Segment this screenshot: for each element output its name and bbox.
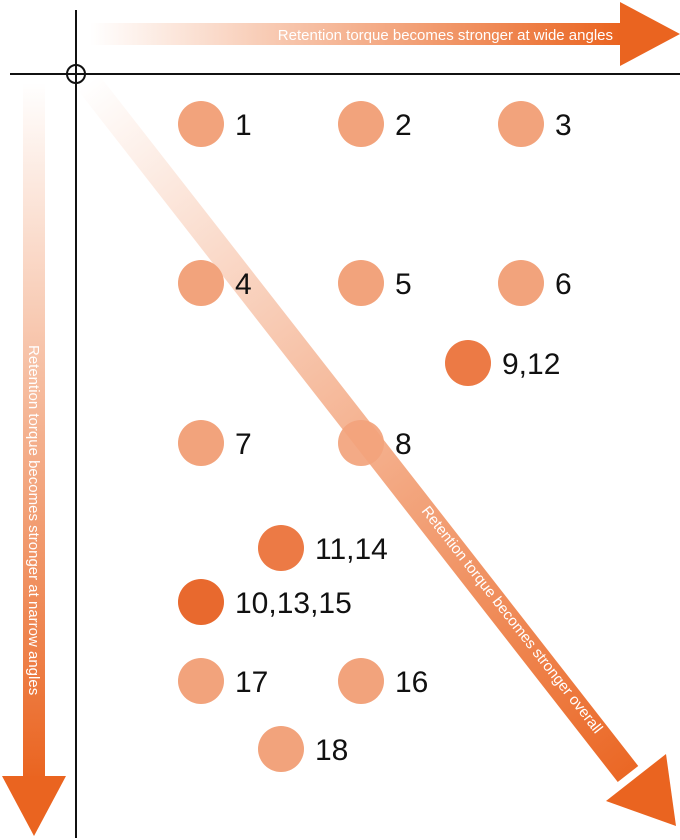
arrow-wide-angles: Retention torque becomes stronger at wid… <box>90 2 680 66</box>
point-marker <box>178 101 224 147</box>
point-label: 6 <box>555 268 572 301</box>
point-marker <box>338 658 384 704</box>
data-point: 1 <box>178 101 252 147</box>
point-marker <box>258 525 304 571</box>
origin-marker <box>66 64 86 84</box>
point-label: 7 <box>235 428 252 461</box>
data-point: 7 <box>178 420 252 466</box>
point-marker <box>178 260 224 306</box>
data-point: 6 <box>498 260 572 306</box>
data-point: 4 <box>178 260 252 306</box>
data-point: 18 <box>258 726 348 772</box>
point-label: 3 <box>555 109 572 142</box>
point-marker <box>258 726 304 772</box>
data-point: 8 <box>338 420 412 466</box>
point-marker <box>498 101 544 147</box>
data-point: 10,13,15 <box>178 579 352 625</box>
data-point: 5 <box>338 260 412 306</box>
point-label: 11,14 <box>315 533 388 566</box>
data-points: 1 2 3 4 5 6 9,12 7 8 11,14 10,13,15 17 16 18 <box>178 101 572 772</box>
point-label: 10,13,15 <box>235 587 352 620</box>
arrow-narrow-angles: Retention torque becomes stronger at nar… <box>2 82 66 836</box>
point-label: 9,12 <box>502 348 560 381</box>
point-marker <box>445 340 491 386</box>
point-label: 1 <box>235 109 252 142</box>
data-point: 11,14 <box>258 525 388 571</box>
arrow-overall: Retention torque becomes stronger overal… <box>77 74 676 826</box>
point-label: 5 <box>395 268 412 301</box>
point-marker <box>338 420 384 466</box>
point-label: 16 <box>395 666 428 699</box>
point-marker <box>178 579 224 625</box>
data-point: 9,12 <box>445 340 560 386</box>
data-point: 16 <box>338 658 428 704</box>
data-point: 2 <box>338 101 412 147</box>
point-marker <box>338 260 384 306</box>
data-point: 17 <box>178 658 268 704</box>
point-label: 2 <box>395 109 412 142</box>
point-marker <box>178 658 224 704</box>
point-marker <box>338 101 384 147</box>
point-label: 17 <box>235 666 268 699</box>
data-point: 3 <box>498 101 572 147</box>
point-label: 4 <box>235 268 252 301</box>
arrow-wide-angles-label: Retention torque becomes stronger at wid… <box>278 27 613 44</box>
point-label: 18 <box>315 734 348 767</box>
arrow-overall-label: Retention torque becomes stronger overal… <box>418 503 606 737</box>
arrow-narrow-angles-label: Retention torque becomes stronger at nar… <box>25 345 42 695</box>
point-marker <box>178 420 224 466</box>
point-marker <box>498 260 544 306</box>
point-label: 8 <box>395 428 412 461</box>
